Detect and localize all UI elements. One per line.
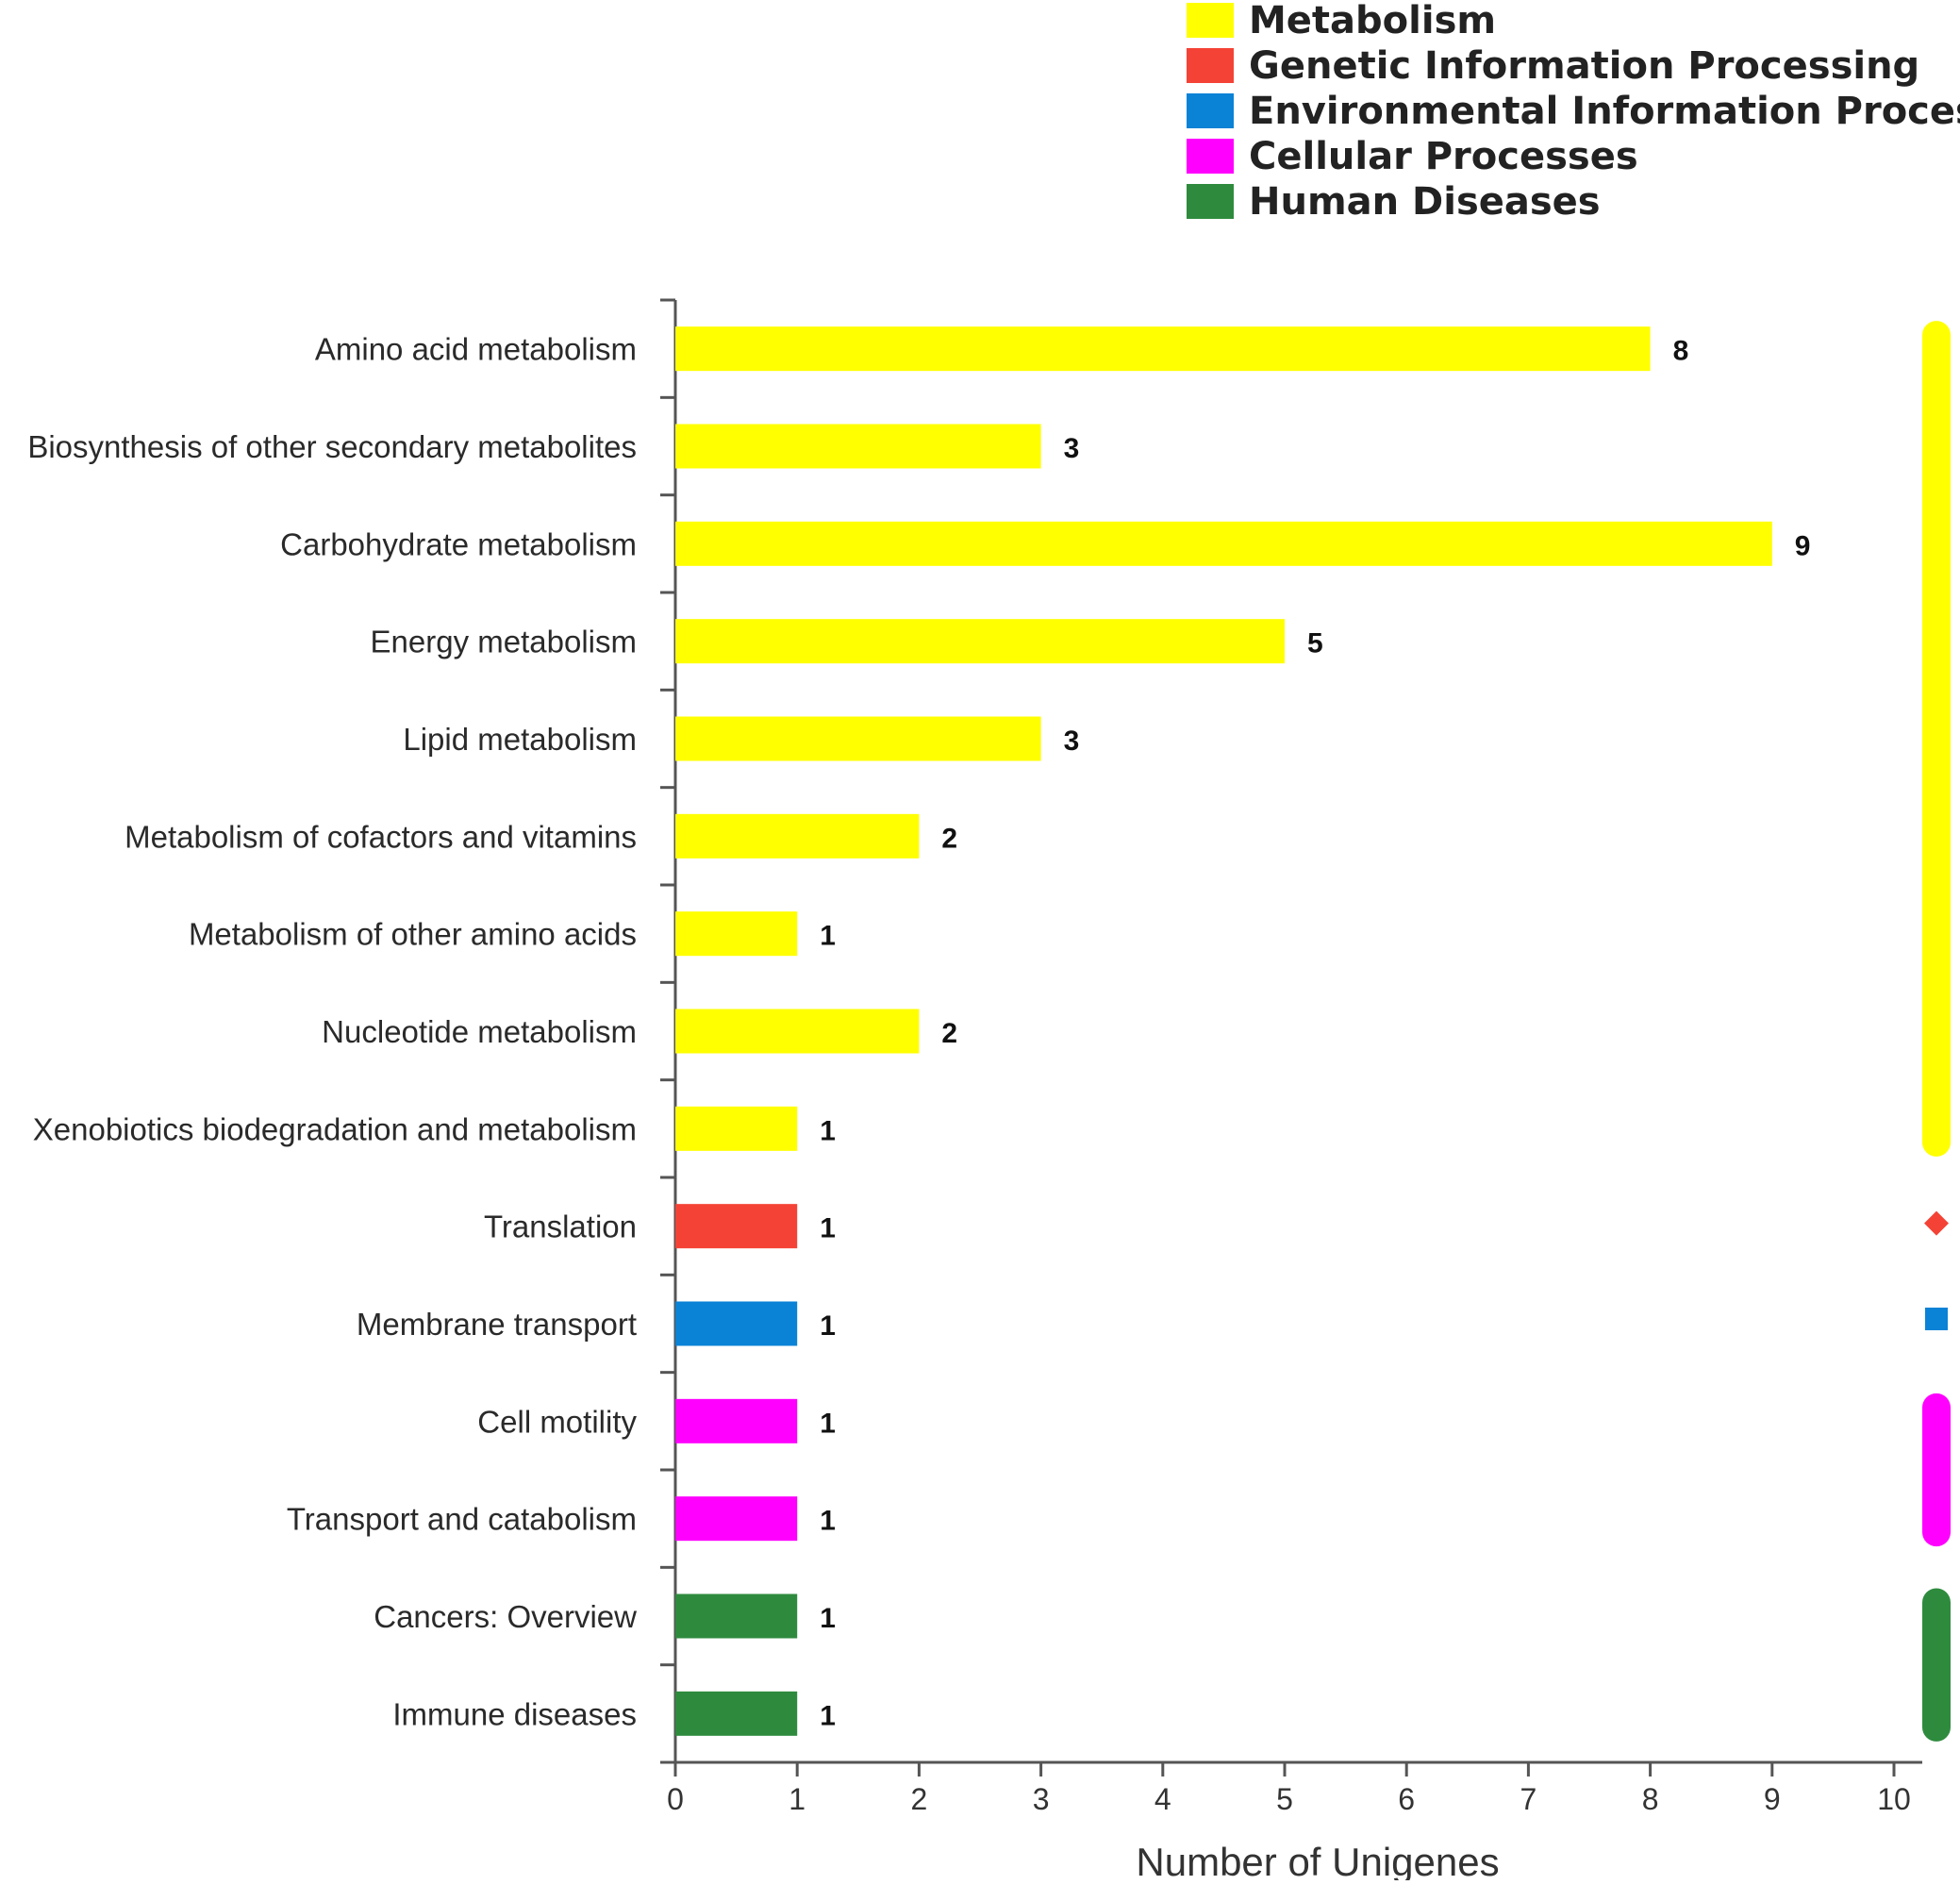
data-label: 1	[820, 1603, 836, 1634]
bar	[675, 1009, 920, 1054]
bar	[675, 326, 1651, 372]
category-label: Cancers: Overview	[374, 1599, 637, 1634]
data-label: 1	[820, 1700, 836, 1731]
legend-label: Cellular Processes	[1249, 135, 1638, 178]
bar	[675, 521, 1772, 566]
legend-swatch	[1187, 184, 1234, 219]
x-tick-label: 0	[667, 1782, 684, 1816]
legend-swatch	[1187, 139, 1234, 174]
data-label: 9	[1795, 530, 1811, 561]
category-label: Metabolism of cofactors and vitamins	[125, 819, 637, 854]
category-label: Metabolism of other amino acids	[189, 917, 637, 952]
category-label: Amino acid metabolism	[315, 332, 637, 367]
category-label: Immune diseases	[392, 1696, 637, 1731]
x-tick-label: 6	[1398, 1782, 1415, 1816]
x-tick-label: 1	[789, 1782, 806, 1816]
data-label: 3	[1064, 726, 1080, 757]
category-label: Transport and catabolism	[287, 1502, 637, 1537]
category-label: Carbohydrate metabolism	[280, 526, 637, 561]
data-label: 2	[941, 823, 957, 854]
x-tick-label: 2	[911, 1782, 928, 1816]
category-label: Biosynthesis of other secondary metaboli…	[27, 429, 637, 464]
data-label: 8	[1673, 336, 1689, 367]
x-tick-label: 7	[1520, 1782, 1537, 1816]
x-tick-label: 3	[1033, 1782, 1050, 1816]
legend-swatch	[1187, 93, 1234, 128]
category-label: Xenobiotics biodegradation and metabolis…	[33, 1111, 637, 1146]
legend-swatch	[1187, 48, 1234, 83]
bar	[675, 1593, 798, 1639]
bar	[675, 1691, 798, 1736]
bar	[675, 424, 1041, 469]
legend-label: Genetic Information Processing	[1249, 44, 1919, 88]
x-tick-label: 8	[1642, 1782, 1659, 1816]
data-label: 1	[820, 921, 836, 952]
data-label: 1	[820, 1310, 836, 1342]
x-tick-label: 9	[1764, 1782, 1781, 1816]
legend-label: Human Diseases	[1249, 180, 1601, 224]
bar	[675, 716, 1041, 761]
x-tick-label: 5	[1276, 1782, 1293, 1816]
data-label: 2	[941, 1018, 957, 1049]
bar	[675, 911, 798, 957]
bar	[675, 1204, 798, 1249]
group-bracket-capsule	[1922, 321, 1951, 1157]
data-label: 5	[1307, 628, 1323, 659]
category-label: Nucleotide metabolism	[322, 1014, 637, 1049]
data-label: 1	[820, 1115, 836, 1146]
group-marker-square	[1925, 1308, 1948, 1330]
legend-label: Environmental Information Processing	[1249, 90, 1960, 133]
group-markers	[1922, 321, 1951, 1742]
legend-swatch	[1187, 3, 1234, 38]
bar	[675, 1398, 798, 1443]
category-label: Membrane transport	[357, 1307, 637, 1342]
group-bracket-capsule	[1922, 1393, 1951, 1547]
category-label: Translation	[484, 1209, 637, 1244]
data-label: 3	[1064, 433, 1080, 464]
bar	[675, 1496, 798, 1542]
legend-label: Metabolism	[1249, 0, 1496, 42]
x-tick-label: 10	[1877, 1782, 1911, 1816]
data-label: 1	[820, 1408, 836, 1439]
x-axis-label: Number of Unigenes	[1136, 1840, 1499, 1880]
group-bracket-capsule	[1922, 1588, 1951, 1742]
bar	[675, 1106, 798, 1151]
x-tick-label: 4	[1154, 1782, 1171, 1816]
bars: Amino acid metabolism 8 Biosynthesis of ot…	[27, 326, 1810, 1736]
category-label: Lipid metabolism	[403, 722, 637, 757]
category-label: Cell motility	[477, 1404, 637, 1439]
group-marker-diamond	[1924, 1210, 1949, 1236]
data-label: 1	[820, 1213, 836, 1244]
data-label: 1	[820, 1506, 836, 1537]
bar	[675, 619, 1285, 664]
bar	[675, 1301, 798, 1346]
category-label: Energy metabolism	[371, 625, 637, 659]
bar	[675, 813, 920, 859]
